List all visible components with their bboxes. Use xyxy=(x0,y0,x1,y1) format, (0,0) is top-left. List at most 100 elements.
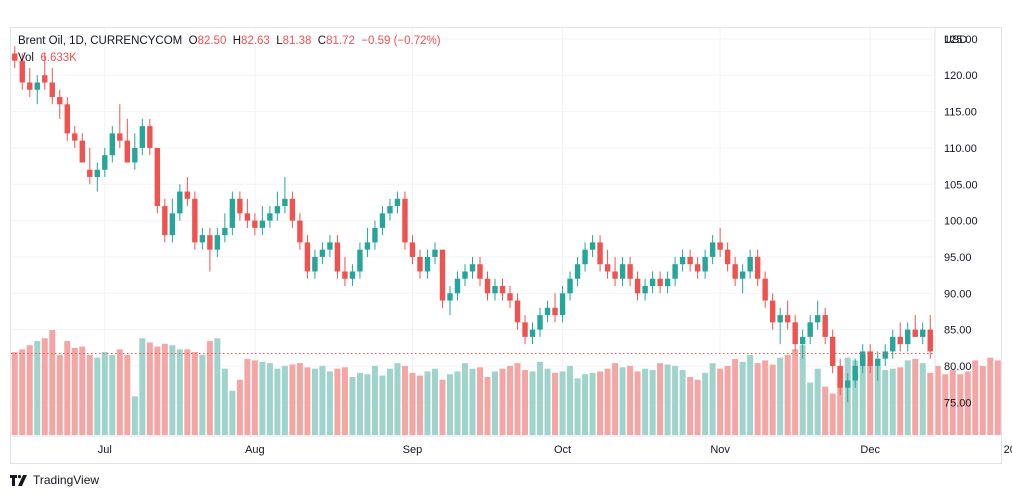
candle-body xyxy=(409,242,416,257)
candle-body xyxy=(364,242,371,250)
volume-bar xyxy=(79,346,86,435)
brand-label: TradingView xyxy=(33,473,100,487)
candle-body xyxy=(717,242,723,250)
candle-body xyxy=(259,220,266,228)
volume-bar xyxy=(867,363,874,435)
x-tick-label: Aug xyxy=(245,444,265,456)
volume-bar xyxy=(672,365,679,435)
volume-bar xyxy=(19,349,26,435)
candle-body xyxy=(229,198,236,228)
volume-bar xyxy=(319,365,326,435)
candle-body xyxy=(12,53,18,61)
y-tick-label: 115.00 xyxy=(944,107,977,119)
volume-bar xyxy=(191,352,198,435)
candle-body xyxy=(214,235,221,250)
candle-body xyxy=(87,169,93,177)
tradingview-brand[interactable]: TradingView xyxy=(10,473,99,487)
volume-bar xyxy=(169,345,176,435)
volume-bar xyxy=(522,370,529,435)
candle-body xyxy=(267,213,273,221)
candle-body xyxy=(297,220,303,243)
legend-vol-label: Vol xyxy=(18,52,34,64)
volume-bar xyxy=(619,367,626,435)
candle-body xyxy=(732,264,738,279)
candle-body xyxy=(154,147,161,207)
candle-body xyxy=(679,256,686,265)
volume-bar xyxy=(454,371,461,435)
currency-label[interactable]: USD xyxy=(944,34,968,46)
candle-body xyxy=(890,336,896,352)
candle-body xyxy=(312,256,318,272)
candle-body xyxy=(867,351,873,366)
candle-body xyxy=(207,235,213,250)
volume-bar xyxy=(649,370,656,435)
volume-bar xyxy=(964,371,971,435)
volume-bar xyxy=(754,363,761,435)
volume-bar xyxy=(281,365,288,435)
volume-bar xyxy=(762,360,769,435)
candle-body xyxy=(117,133,123,141)
candle-body xyxy=(709,242,716,257)
volume-bar xyxy=(994,360,1001,435)
volume-bar xyxy=(852,360,859,435)
candle-body xyxy=(274,206,281,214)
candle-body xyxy=(94,169,100,177)
volume-bar xyxy=(139,338,146,435)
candle-body xyxy=(574,264,581,279)
candle-body xyxy=(304,242,311,272)
volume-bar xyxy=(64,341,71,435)
volume-bar xyxy=(154,346,161,435)
y-tick-label: 125.00 xyxy=(944,34,978,46)
x-tick-label: Oct xyxy=(554,444,571,456)
volume-bar xyxy=(792,349,799,435)
x-tick-label: Jul xyxy=(98,444,112,456)
candle-body xyxy=(537,315,543,330)
candle-body xyxy=(394,198,401,207)
candle-body xyxy=(754,256,761,279)
volume-bar xyxy=(469,368,476,435)
volume-bar xyxy=(416,375,423,435)
candle-body xyxy=(64,104,70,134)
candle-body xyxy=(567,278,573,294)
volume-bar xyxy=(236,379,243,435)
volume-bar xyxy=(409,372,416,435)
volume-bar xyxy=(229,390,236,435)
volume-bar xyxy=(364,374,371,435)
volume-bar xyxy=(26,345,33,435)
volume-bar xyxy=(289,364,296,435)
volume-bar xyxy=(739,361,746,435)
volume-bar xyxy=(642,368,649,435)
volume-bar xyxy=(439,379,446,435)
volume-bar xyxy=(394,363,401,435)
volume-bar xyxy=(702,372,709,435)
volume-bar xyxy=(176,349,183,435)
volume-bar xyxy=(266,363,273,435)
volume-bar xyxy=(949,370,956,435)
volume-bar xyxy=(326,371,333,435)
volume-bar xyxy=(371,365,378,435)
volume-bar xyxy=(334,368,341,435)
volume-bar xyxy=(972,360,979,435)
candle-body xyxy=(184,191,191,199)
volume-bar xyxy=(859,354,866,435)
candle-body xyxy=(79,140,85,163)
y-tick-label: 75.00 xyxy=(944,397,972,409)
volume-bar xyxy=(94,357,101,435)
volume-bar xyxy=(582,374,589,435)
candle-body xyxy=(927,329,933,352)
candle-body xyxy=(672,264,678,279)
candle-body xyxy=(507,293,513,301)
volume-bar xyxy=(822,386,829,435)
x-tick-label: Nov xyxy=(710,444,730,456)
candle-body xyxy=(199,235,206,243)
volume-bar xyxy=(747,354,754,435)
volume-bar xyxy=(664,364,671,435)
volume-bar xyxy=(304,367,311,435)
volume-bar xyxy=(11,352,18,435)
volume-bar xyxy=(484,376,491,435)
candle-body xyxy=(627,264,633,279)
volume-bar xyxy=(657,363,664,435)
candle-body xyxy=(357,249,363,272)
volume-bar xyxy=(694,379,701,435)
